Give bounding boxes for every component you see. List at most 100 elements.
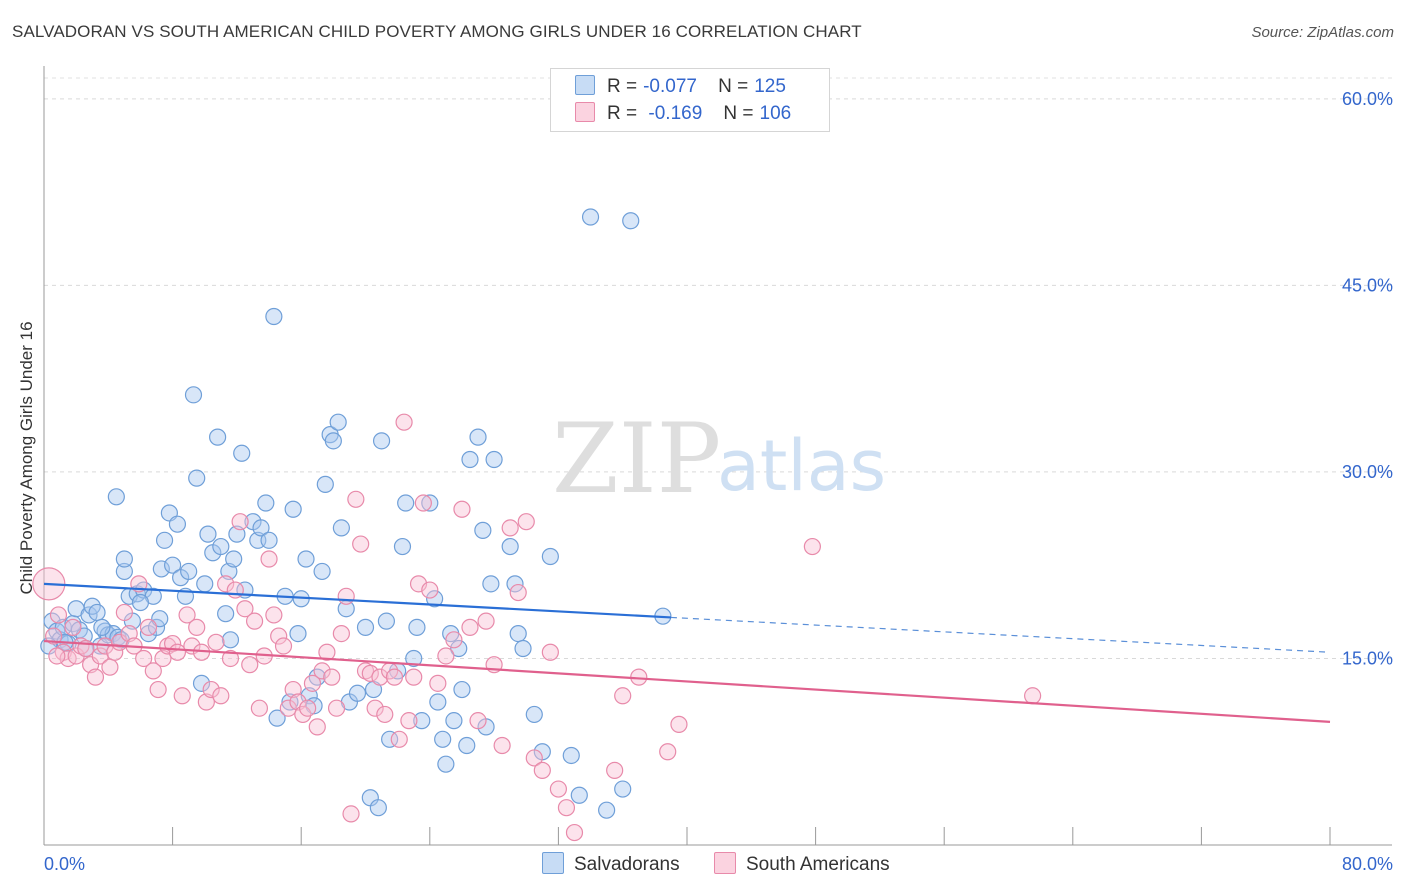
- watermark: ZIP atlas: [552, 403, 886, 515]
- data-point: [413, 712, 431, 730]
- data-point: [221, 631, 240, 649]
- data-point: [414, 494, 432, 512]
- data-point: [429, 674, 447, 692]
- data-point: [395, 413, 413, 431]
- data-point: [188, 469, 206, 487]
- data-point: [533, 761, 551, 779]
- data-point: [225, 550, 243, 568]
- data-point: [421, 581, 439, 599]
- data-point: [226, 581, 244, 599]
- data-point: [347, 490, 365, 508]
- data-point: [381, 730, 399, 748]
- data-point: [48, 647, 66, 665]
- data-point: [598, 801, 616, 819]
- data-point: [252, 519, 270, 537]
- data-point: [88, 603, 106, 622]
- y-axis-label: Child Poverty Among Girls Under 16: [17, 321, 36, 594]
- data-point: [115, 550, 133, 568]
- data-point: [212, 687, 230, 705]
- data-point: [514, 639, 532, 658]
- data-point: [426, 590, 444, 608]
- data-point: [279, 699, 297, 717]
- data-point: [115, 603, 133, 622]
- legend-r-value: -0.077: [643, 76, 697, 97]
- data-point: [434, 730, 452, 748]
- x-tick-label: 0.0%: [44, 854, 85, 874]
- data-point: [45, 627, 63, 645]
- data-point: [151, 610, 169, 628]
- data-point: [101, 658, 119, 676]
- data-point: [342, 805, 360, 823]
- data-point: [327, 699, 346, 717]
- data-point: [139, 618, 158, 636]
- data-point: [270, 627, 288, 645]
- data-point: [461, 450, 479, 469]
- data-point: [93, 618, 111, 636]
- data-point: [366, 699, 384, 717]
- data-point: [525, 749, 543, 767]
- legend-swatch-south-americans: [575, 102, 595, 122]
- data-point: [265, 307, 283, 326]
- data-point: [217, 605, 235, 623]
- data-point: [313, 662, 331, 680]
- data-point: [323, 668, 341, 686]
- trend-line: [43, 582, 671, 619]
- legend-r-value: -0.169: [648, 103, 703, 124]
- data-point: [525, 705, 543, 724]
- data-point: [501, 519, 519, 537]
- axes: [43, 66, 1392, 846]
- series-south-americans: [32, 413, 1042, 842]
- data-point: [369, 799, 387, 817]
- data-point: [299, 699, 317, 717]
- data-point: [284, 500, 302, 518]
- data-point: [241, 656, 259, 674]
- data-point: [152, 560, 170, 578]
- data-point: [372, 432, 391, 450]
- data-point: [289, 624, 307, 643]
- data-point: [106, 643, 124, 661]
- data-point: [324, 432, 342, 450]
- data-point: [614, 687, 632, 705]
- data-point: [348, 684, 367, 702]
- data-point: [408, 618, 426, 636]
- trend-line-extension: [670, 616, 1331, 653]
- data-point: [371, 668, 389, 686]
- data-point: [461, 618, 479, 636]
- data-point: [356, 618, 375, 636]
- data-point: [356, 662, 375, 680]
- y-tick-label: 15.0%: [1342, 648, 1393, 668]
- data-point: [209, 428, 227, 446]
- data-point: [274, 637, 293, 655]
- data-point: [107, 488, 125, 506]
- data-point: [257, 494, 275, 512]
- trend-lines: [43, 582, 1331, 723]
- data-point: [233, 444, 251, 462]
- legend-row-south-americans: R = -0.169 N = 106: [575, 102, 791, 125]
- data-point: [565, 823, 584, 842]
- data-point: [221, 649, 240, 668]
- data-point: [173, 687, 191, 705]
- data-point: [260, 550, 278, 568]
- data-point: [517, 513, 535, 531]
- data-point: [622, 212, 640, 230]
- data-point: [803, 537, 821, 556]
- data-point: [385, 668, 404, 686]
- data-point: [192, 674, 211, 692]
- data-point: [453, 500, 471, 518]
- data-point: [482, 575, 500, 593]
- data-point: [376, 705, 394, 724]
- data-point: [506, 575, 524, 593]
- data-point: [485, 450, 503, 469]
- data-point: [400, 712, 418, 730]
- data-point: [135, 649, 153, 668]
- data-point: [390, 730, 408, 748]
- chart-title: SALVADORAN VS SOUTH AMERICAN CHILD POVER…: [12, 22, 862, 41]
- y-tick-label: 30.0%: [1342, 462, 1393, 482]
- data-point: [397, 494, 415, 512]
- data-point: [445, 631, 463, 649]
- data-point: [405, 668, 423, 686]
- data-point: [549, 780, 568, 798]
- data-point: [202, 680, 220, 699]
- data-point: [1024, 687, 1042, 705]
